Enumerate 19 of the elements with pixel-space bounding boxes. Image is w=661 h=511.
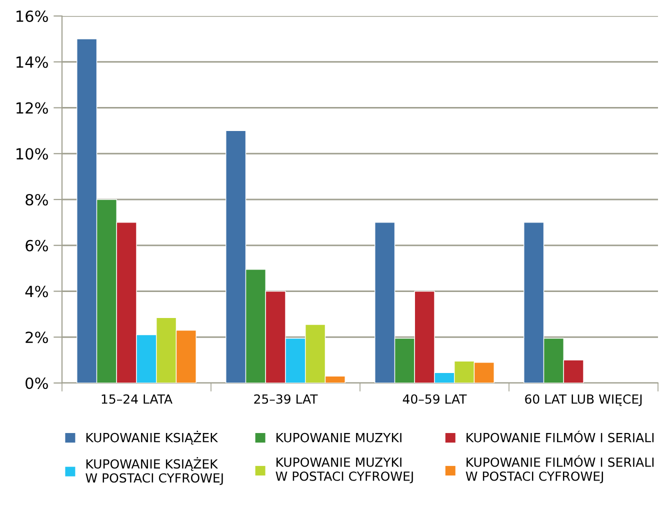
legend-label: KUPOWANIE FILMÓW I SERIALI W POSTACI CYFROWEJ	[466, 455, 654, 484]
x-tick-label: 40–59 LAT	[402, 394, 467, 404]
y-tick-label: 6%	[26, 240, 48, 252]
legend-label: KUPOWANIE MUZYKI	[276, 432, 402, 442]
x-tick-label: 15–24 LATA	[102, 394, 172, 404]
y-tick-label: 10%	[16, 148, 48, 160]
y-tick-label: 16%	[16, 10, 48, 22]
x-tick-label: 25–39 LAT	[254, 394, 318, 404]
y-tick-label: 12%	[16, 102, 48, 114]
y-tick-label: 8%	[26, 194, 48, 206]
x-tick-label: 60 LAT LUB WIĘCEJ	[525, 394, 642, 406]
legend-label: KUPOWANIE KSIĄŻEK W POSTACI CYFROWEJ	[86, 457, 223, 485]
legend-label: KUPOWANIE FILMÓW I SERIALI	[466, 430, 654, 442]
y-tick-label: 0%	[26, 377, 48, 390]
legend-label: KUPOWANIE KSIĄŻEK	[86, 430, 218, 445]
legend-label: KUPOWANIE MUZYKI W POSTACI CYFROWEJ	[276, 457, 413, 484]
y-tick-label: 2%	[26, 332, 48, 344]
y-tick-label: 4%	[25, 286, 48, 298]
y-tick-label: 14%	[16, 56, 48, 68]
